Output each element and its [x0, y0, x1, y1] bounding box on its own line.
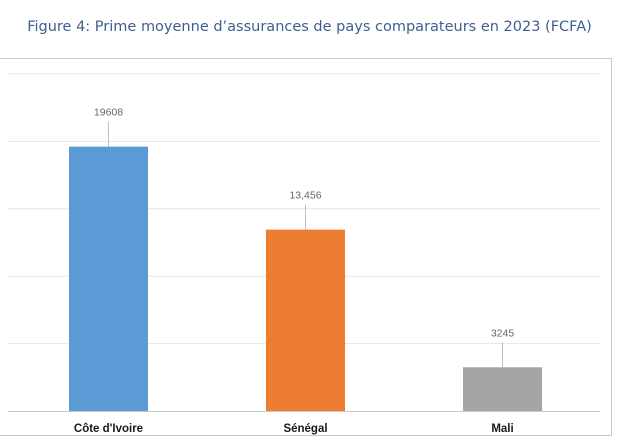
figure-caption: Figure 4: Prime moyenne d’assurances de …: [27, 19, 592, 35]
bar-chart: 19608 13,456 3245 Côte d'Ivoire Sénégal Mali: [8, 73, 600, 435]
bar: [463, 367, 542, 411]
label-leader-lines: [108, 121, 503, 368]
bar: [69, 146, 148, 412]
category-tick-label: Mali: [491, 423, 513, 435]
data-label: 19608: [94, 107, 123, 119]
category-tick-label: Côte d'Ivoire: [74, 423, 143, 435]
bar: [266, 229, 345, 411]
bars: [69, 146, 542, 412]
data-label: 13,456: [289, 190, 321, 202]
category-tick-labels: Côte d'Ivoire Sénégal Mali: [74, 423, 514, 435]
data-labels: 19608 13,456 3245: [94, 107, 514, 340]
category-tick-label: Sénégal: [283, 423, 327, 435]
data-label: 3245: [491, 327, 515, 339]
